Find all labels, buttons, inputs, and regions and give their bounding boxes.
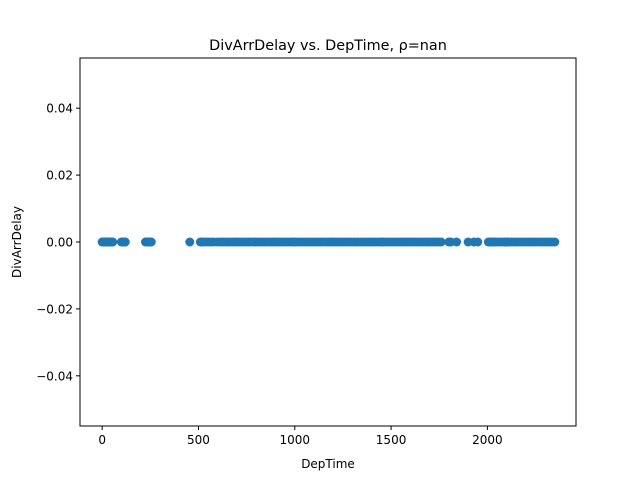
data-points xyxy=(97,237,560,247)
data-point xyxy=(185,237,195,247)
y-tick-label: −0.04 xyxy=(36,369,73,383)
plot-frame xyxy=(79,57,577,427)
data-point xyxy=(452,237,462,247)
data-point xyxy=(550,237,560,247)
chart-title: DivArrDelay vs. DepTime, ρ=nan xyxy=(209,38,447,54)
y-tick-label: −0.02 xyxy=(36,302,73,316)
data-point xyxy=(108,237,118,247)
y-axis-label: DivArrDelay xyxy=(10,206,24,278)
y-tick-label: 0.00 xyxy=(46,236,73,250)
y-tick-label: 0.04 xyxy=(46,102,73,116)
x-tick-label: 500 xyxy=(187,433,210,447)
y-axis-ticks: −0.04 −0.02 0.00 0.02 0.04 xyxy=(36,102,80,383)
x-tick-label: 2000 xyxy=(472,433,503,447)
x-tick-label: 0 xyxy=(98,433,106,447)
data-point xyxy=(436,237,446,247)
data-point xyxy=(473,237,483,247)
x-axis-label: DepTime xyxy=(301,457,355,471)
y-tick-label: 0.02 xyxy=(46,169,73,183)
x-tick-label: 1000 xyxy=(279,433,310,447)
data-point xyxy=(146,237,156,247)
x-tick-label: 1500 xyxy=(376,433,407,447)
data-point xyxy=(120,237,130,247)
x-axis-ticks: 0 500 1000 1500 2000 xyxy=(98,426,503,447)
